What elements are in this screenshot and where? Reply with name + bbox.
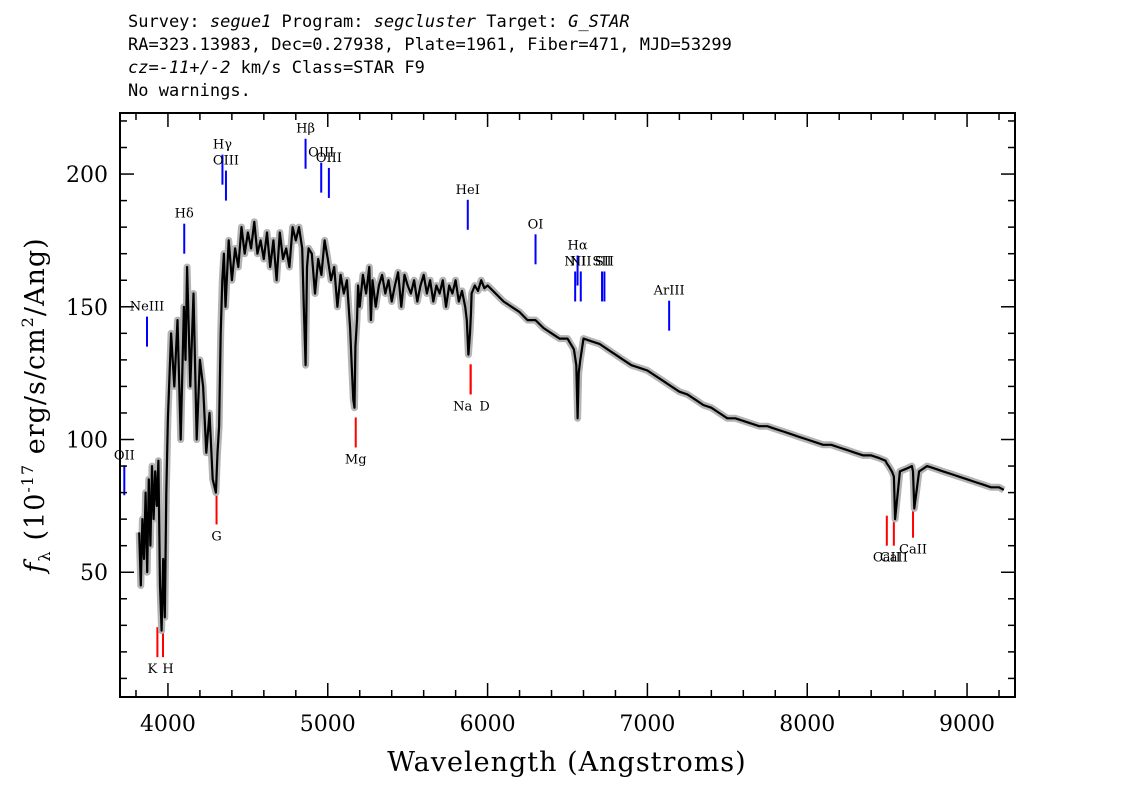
- program-label: Program:: [271, 12, 374, 32]
- emission-line-label: NII: [564, 254, 586, 269]
- target-value: G_STAR: [568, 12, 630, 32]
- y-tick-label: 100: [66, 429, 108, 454]
- emission-line-label: OIII: [213, 154, 239, 169]
- x-tick-label: 7000: [619, 712, 675, 737]
- error-band: [135, 218, 1006, 635]
- y-label-symbol: f: [20, 559, 51, 575]
- y-tick-label: 150: [66, 296, 108, 321]
- cz-value: cz=-11+/-2: [128, 58, 231, 78]
- spectrum-header: Survey: segue1 Program: segcluster Targe…: [128, 11, 1108, 103]
- program-value: segcluster: [373, 12, 477, 32]
- emission-line-label: OIII: [308, 146, 334, 161]
- header-line-survey: Survey: segue1 Program: segcluster Targe…: [128, 11, 1108, 34]
- emission-line-label: OI: [528, 217, 544, 232]
- header-line-coordinates: RA=323.13983, Dec=0.27938, Plate=1961, F…: [128, 35, 732, 55]
- spectrum-line: [138, 220, 1005, 632]
- survey-label: Survey:: [128, 12, 210, 32]
- y-axis-label: fλ (10-17 erg/s/cm2/Ang): [18, 237, 54, 574]
- emission-line-label: OII: [114, 448, 135, 463]
- y-label-exponent: -17: [18, 464, 37, 493]
- target-label: Target:: [476, 12, 569, 32]
- absorption-line-label: H: [162, 662, 173, 677]
- header-line-warnings: No warnings.: [128, 81, 251, 101]
- x-tick-label: 6000: [460, 712, 516, 737]
- emission-line-label: Hδ: [175, 207, 194, 222]
- x-tick-label: 5000: [300, 712, 356, 737]
- x-tick-label: 4000: [140, 712, 196, 737]
- class-value: km/s Class=STAR F9: [230, 58, 425, 78]
- absorption-line-label: Na: [453, 399, 472, 414]
- x-tick-label: 8000: [779, 712, 835, 737]
- absorption-line-label: Mg: [345, 452, 367, 467]
- emission-line-label: SII: [592, 254, 611, 269]
- absorption-line-label: CaII: [873, 551, 901, 566]
- emission-line-label: SII: [595, 254, 614, 269]
- emission-line-label: Hβ: [296, 122, 315, 137]
- x-tick-label: 9000: [939, 712, 995, 737]
- y-tick-label: 200: [66, 163, 108, 188]
- y-label-suffix: /Ang): [20, 237, 51, 316]
- y-label-units: erg/s/cm: [20, 327, 51, 464]
- y-label-subscript: λ: [35, 551, 54, 562]
- absorption-line-label: CaII: [880, 551, 908, 566]
- plot-frame: [119, 112, 1016, 698]
- x-axis-label: Wavelength (Angstroms): [387, 747, 746, 778]
- emission-line-label: ArIII: [653, 284, 685, 299]
- emission-line-label: OIII: [316, 151, 342, 166]
- emission-line-label: NII: [570, 254, 592, 269]
- emission-line-label: Hα: [568, 239, 588, 254]
- emission-line-label: Hγ: [213, 138, 232, 153]
- absorption-line-label: K: [148, 662, 158, 677]
- absorption-line-label: CaII: [899, 543, 927, 558]
- absorption-line-label: G: [211, 529, 221, 544]
- header-line-redshift: cz=-11+/-2 km/s Class=STAR F9: [128, 57, 1108, 80]
- axis-ticks: 4000 5000 6000 7000 8000 9000 50 100 150 200: [66, 113, 1015, 737]
- absorption-line-label: D: [479, 399, 489, 414]
- y-label-prefix: (10: [20, 493, 51, 541]
- emission-line-label: NeIII: [130, 300, 164, 315]
- y-tick-label: 50: [80, 561, 108, 586]
- y-label-exponent-2: 2: [18, 316, 37, 327]
- survey-value: segue1: [209, 12, 272, 32]
- emission-line-label: HeI: [456, 183, 480, 198]
